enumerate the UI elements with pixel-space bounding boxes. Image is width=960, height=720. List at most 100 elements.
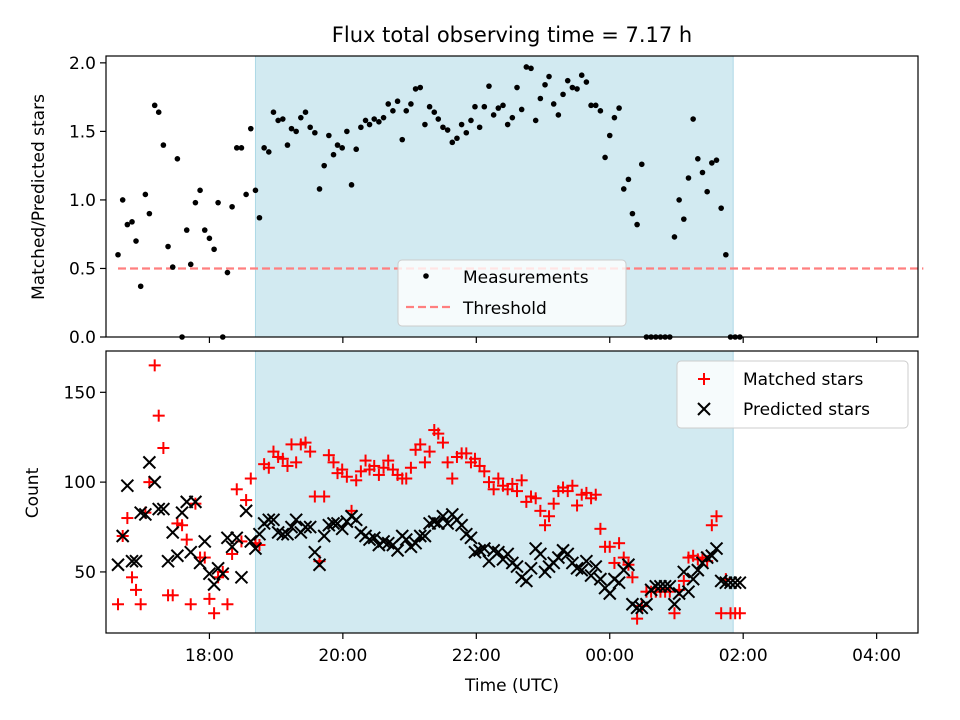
measurement-point [588, 102, 594, 109]
measurement-point [155, 109, 162, 115]
matched-star-point [608, 556, 621, 569]
matched-star-point [322, 449, 335, 462]
matched-star-point [400, 472, 413, 485]
measurement-point [275, 117, 281, 124]
matched-star-point [478, 465, 491, 478]
predicted-star-point [561, 547, 575, 561]
matched-star-point [176, 519, 189, 532]
predicted-star-point [381, 536, 395, 550]
matched-star-point [359, 454, 372, 467]
measurement-point [238, 145, 245, 151]
measurement-point [358, 124, 364, 131]
predicted-star-point [230, 531, 244, 545]
matched-star-point [304, 445, 317, 458]
measurement-point [266, 149, 272, 155]
predicted-star-point [317, 529, 331, 543]
bottom-legend: Matched stars Predicted stars [676, 360, 909, 429]
matched-star-point [130, 583, 143, 596]
matched-star-point [377, 461, 390, 474]
measurement-point [211, 246, 217, 253]
measurement-point [440, 124, 446, 131]
measurement-point [371, 116, 378, 122]
measurement-point [243, 191, 249, 198]
measurement-point [197, 187, 203, 194]
measurement-point [307, 124, 313, 131]
measurement-point [709, 160, 715, 166]
measurement-point [564, 77, 571, 84]
measurement-point [718, 205, 724, 211]
matched-star-point [240, 494, 253, 507]
measurement-point [476, 124, 483, 131]
measurement-point [160, 142, 167, 148]
measurement-point [435, 116, 442, 122]
predicted-star-point [234, 570, 249, 585]
measurement-point [550, 101, 557, 107]
matched-star-point [418, 456, 431, 469]
measurement-point [256, 214, 263, 221]
predicted-star-point [248, 541, 263, 556]
measurement-point [302, 109, 309, 115]
matched-star-point [230, 483, 243, 496]
matched-star-point [157, 441, 170, 454]
measurement-point [376, 118, 382, 125]
measurement-point [625, 176, 632, 183]
predicted-star-point [468, 545, 482, 559]
predicted-star-point [593, 572, 608, 586]
measurement-point [616, 105, 622, 111]
matched-star-point [134, 598, 147, 611]
predicted-star-point [216, 567, 230, 581]
predicted-star-point [454, 518, 469, 532]
measurement-point [514, 84, 520, 91]
measurement-point [312, 129, 318, 136]
measurement-point [385, 101, 392, 107]
bottom-y-tick-label: 50 [74, 563, 96, 583]
matched-star-point [423, 445, 436, 458]
legend-marker-predicted [697, 402, 711, 416]
predicted-star-point [524, 561, 538, 576]
predicted-star-point [709, 541, 724, 556]
measurement-point [537, 95, 544, 102]
measurement-point [676, 197, 682, 203]
predicted-star-point [125, 554, 139, 568]
predicted-star-point [298, 520, 313, 534]
predicted-star-point [202, 567, 217, 581]
x-tick-label: 02:00 [719, 646, 768, 666]
predicted-star-point [408, 536, 423, 550]
predicted-star-point [244, 534, 258, 549]
predicted-star-point [533, 547, 548, 561]
predicted-star-point [193, 556, 207, 570]
matched-star-point [368, 459, 381, 472]
figure-title: Flux total observing time = 7.17 h [332, 23, 692, 47]
predicted-star-point [166, 525, 180, 540]
predicted-star-point [207, 577, 221, 592]
predicted-star-point [142, 455, 157, 470]
legend-marker-measurements [423, 273, 429, 279]
predicted-star-point [621, 558, 636, 572]
measurement-point [699, 169, 706, 176]
predicted-star-point [584, 568, 598, 583]
measurement-point [583, 79, 590, 85]
matched-star-point [534, 504, 547, 517]
measurement-point [353, 146, 360, 153]
predicted-star-point [349, 513, 363, 527]
measurement-point [174, 156, 181, 162]
predicted-star-point [413, 529, 427, 543]
measurement-point [408, 101, 414, 107]
matched-star-point [318, 490, 331, 503]
legend-label-measurements: Measurements [463, 268, 589, 288]
measurement-point [444, 127, 451, 133]
predicted-star-point [663, 579, 677, 594]
predicted-star-point [156, 502, 171, 516]
predicted-star-point [589, 559, 603, 574]
measurement-point [146, 210, 153, 217]
top-y-tick-label: 0.5 [69, 259, 96, 279]
x-tick-label: 18:00 [185, 646, 234, 666]
measurement-point [215, 199, 221, 206]
measurement-point [509, 114, 516, 121]
x-tick-label: 22:00 [452, 646, 501, 666]
matched-star-point [487, 483, 500, 496]
predicted-star-point [161, 554, 175, 568]
matched-star-point [189, 497, 202, 510]
bottom-x-axis-label: Time (UTC) [464, 676, 559, 696]
bottom-y-axis-label: Count [23, 467, 43, 518]
